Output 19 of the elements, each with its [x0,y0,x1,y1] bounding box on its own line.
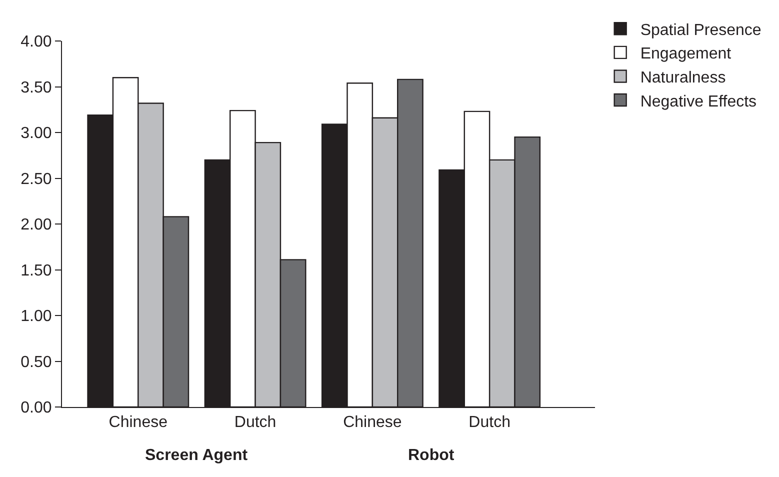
x-tick-label: Chinese [108,414,168,432]
y-tick-label: 1.50 [20,262,52,280]
y-tick-label: 0.00 [20,400,52,417]
legend-label: Engagement [640,46,732,63]
y-tick-label: 3.00 [20,125,52,142]
y-tick-label: 2.00 [20,216,52,234]
x-tick-label: Dutch [468,414,510,432]
y-tick-label: 2.50 [20,170,52,188]
y-tick-label: 3.50 [20,79,52,96]
y-tick-label: 1.00 [20,308,52,326]
text: Screen Agent [145,447,248,464]
legend-label: Spatial Presence [640,22,762,39]
y-tick-label: 4.00 [20,34,52,51]
x-tick-label: Chinese [343,414,402,432]
text: Robot [408,447,455,464]
x-tick-label: Dutch [234,414,276,432]
legend-label: Negative Effects [640,93,757,110]
legend-label: Naturalness [640,69,726,86]
y-tick-label: 0.50 [20,354,52,371]
